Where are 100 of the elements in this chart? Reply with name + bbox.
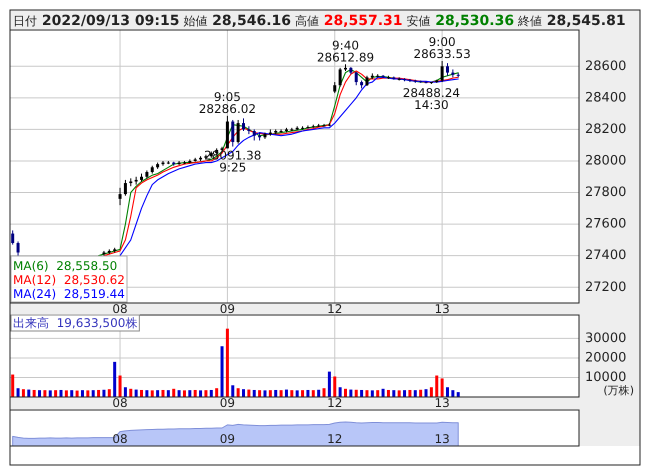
bar	[226, 328, 229, 397]
bar	[386, 390, 390, 397]
bar	[108, 389, 111, 397]
y-tick-label: 28400	[585, 90, 626, 106]
x-tick-label: 08	[112, 302, 128, 316]
bar	[38, 390, 42, 397]
text: 高値	[291, 14, 319, 28]
bar	[80, 390, 84, 397]
candlestick	[118, 187, 122, 206]
y-tick-label: 20000	[585, 350, 626, 366]
x-tick-label: 12	[327, 396, 342, 410]
bar	[424, 389, 428, 397]
text: 終値	[514, 14, 542, 28]
bar	[16, 388, 20, 397]
bar	[134, 390, 138, 397]
text: MA(24) 28,519.44	[13, 287, 125, 301]
bar	[161, 390, 164, 397]
bar	[129, 388, 132, 397]
bar	[280, 390, 283, 397]
bar	[349, 390, 352, 397]
text: 28,557.31	[318, 13, 403, 29]
bar	[54, 390, 58, 397]
bar	[178, 390, 181, 397]
y-tick-label: 10000	[585, 370, 626, 386]
y-tick-label: 28200	[585, 122, 626, 137]
bar	[48, 390, 52, 397]
x-tick-label: 09	[220, 396, 236, 410]
y-tick-label: 27400	[585, 248, 626, 264]
bar	[301, 390, 304, 397]
bar	[451, 390, 454, 397]
candlestick	[236, 119, 240, 144]
text: 始値	[179, 14, 208, 28]
y-tick-label: 28600	[585, 58, 626, 74]
bar	[435, 376, 438, 397]
bar	[172, 388, 176, 397]
bar	[408, 390, 412, 397]
bar	[43, 390, 46, 397]
bar	[92, 390, 95, 397]
candlestick	[242, 118, 246, 132]
bar	[290, 390, 294, 397]
bar	[86, 390, 90, 397]
bar	[333, 376, 336, 397]
bar	[220, 346, 224, 397]
bar	[414, 390, 417, 397]
text: 28,546.16	[207, 13, 291, 29]
text: 28,545.81	[542, 13, 626, 29]
x-tick-label: 13	[434, 302, 450, 316]
bar	[59, 390, 62, 397]
y-tick-label: 27200	[585, 280, 626, 295]
candlestick	[333, 82, 336, 94]
text: 安値	[402, 14, 430, 28]
bar	[156, 390, 160, 397]
x-tick-label: 08	[112, 396, 128, 410]
bar	[22, 389, 25, 397]
bar	[236, 388, 240, 397]
y-tick-label: 30000	[585, 330, 626, 346]
bar	[242, 389, 246, 397]
candlestick	[11, 230, 14, 246]
bar	[456, 392, 460, 397]
bar	[398, 390, 401, 397]
bar	[403, 390, 406, 397]
bar	[430, 387, 433, 397]
bar	[382, 388, 385, 397]
y-tick-label: 27600	[585, 216, 626, 232]
bar	[360, 390, 364, 397]
bar	[296, 390, 299, 397]
bar	[370, 390, 374, 397]
series-label: MA(12) 28,530.62	[13, 273, 125, 287]
x-tick-label: 13	[434, 396, 450, 410]
bar	[258, 390, 262, 397]
x-tick-label: 12	[327, 302, 342, 316]
bar	[446, 387, 449, 397]
x-tick-label: 08	[112, 432, 128, 446]
y-axis-title: (万株)	[603, 384, 634, 397]
candlestick	[252, 128, 256, 141]
bar	[312, 390, 315, 397]
bar	[419, 390, 422, 397]
bar	[338, 387, 342, 397]
bar	[215, 388, 218, 397]
annotation: 28488.24 14:30	[402, 86, 460, 112]
candlestick	[354, 71, 358, 86]
bar	[354, 390, 358, 397]
bar	[11, 374, 14, 397]
x-tick-label: 09	[220, 302, 236, 316]
y-tick-label: 28000	[585, 154, 626, 169]
bar	[113, 362, 116, 397]
bar	[252, 390, 256, 397]
bar	[210, 390, 213, 397]
candlestick	[231, 119, 234, 148]
bar	[64, 390, 68, 397]
bar	[247, 390, 250, 397]
bar	[344, 388, 347, 397]
chart-title: 出来高 19,633,500株	[13, 316, 138, 330]
bar	[317, 390, 320, 397]
bar	[166, 390, 170, 397]
bar	[182, 390, 186, 397]
bar	[392, 390, 396, 397]
x-tick-label: 12	[327, 432, 342, 446]
x-tick-label: 09	[220, 432, 236, 446]
bar	[284, 390, 288, 397]
